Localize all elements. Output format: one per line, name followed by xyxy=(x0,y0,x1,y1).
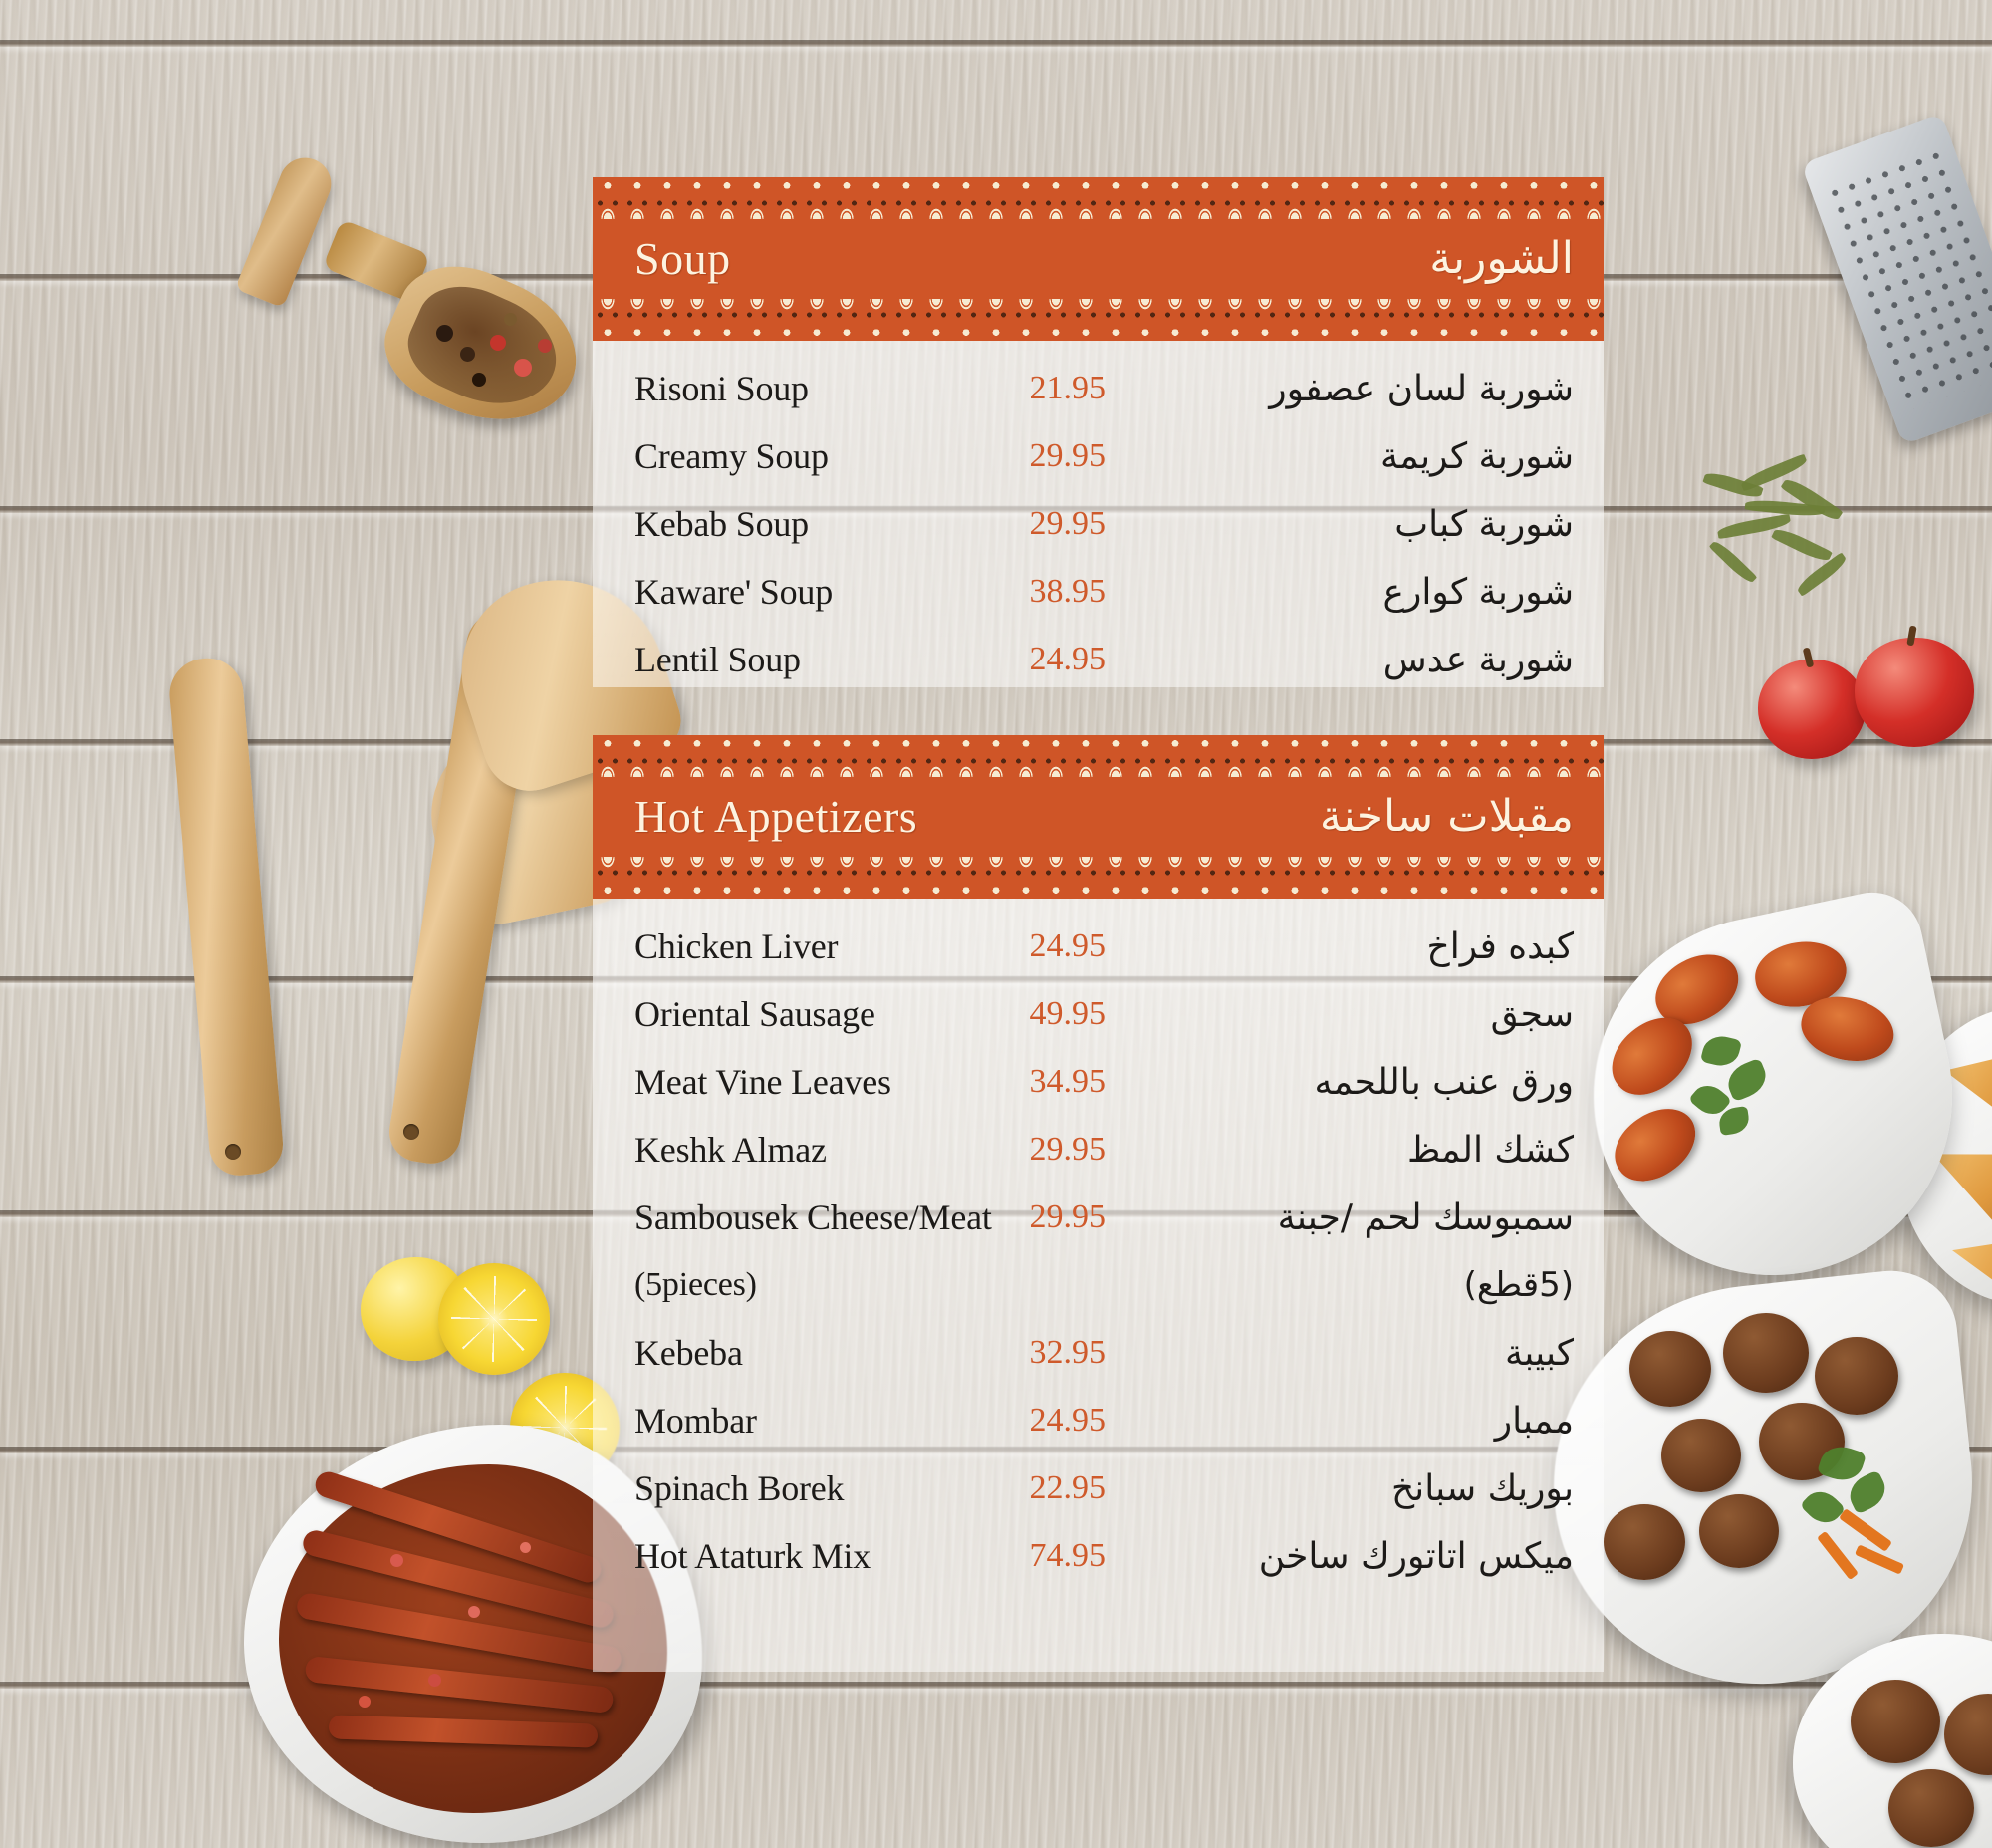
item-name-en: Keshk Almaz xyxy=(634,1130,827,1170)
section-header-hot-appetizers: Hot Appetizers مقبلات ساخنة xyxy=(593,777,1604,857)
dried-herbs-icon xyxy=(1693,453,1882,618)
item-name-en: Kebab Soup xyxy=(634,504,809,544)
list-item[interactable]: Keshk Almaz 29.95 كشك المظ xyxy=(634,1116,1574,1184)
item-price: 24.95 xyxy=(1029,927,1107,964)
section-title-ar: الشوربة xyxy=(1429,233,1574,284)
list-item[interactable]: Lentil Soup 24.95 شوربة عدس xyxy=(634,626,1574,693)
item-price: 22.95 xyxy=(1029,1469,1107,1506)
item-price: 29.95 xyxy=(1029,505,1107,542)
item-name-ar: كبيبة xyxy=(1504,1332,1574,1374)
section-header-soup: Soup الشوربة xyxy=(593,219,1604,299)
item-name-en: Chicken Liver xyxy=(634,926,839,966)
ornament-border-bottom xyxy=(593,857,1604,899)
item-price: 49.95 xyxy=(1029,995,1107,1032)
item-name-ar: (5قطع) xyxy=(1463,1265,1574,1305)
list-item[interactable]: Creamy Soup 29.95 شوربة كريمة xyxy=(634,422,1574,490)
item-price: 74.95 xyxy=(1029,1537,1107,1574)
list-item[interactable]: Sambousek Cheese/Meat 29.95 سمبوسك لحم /… xyxy=(634,1184,1574,1251)
item-name-ar: ميكس اتاتورك ساخن xyxy=(1258,1535,1574,1577)
item-name-ar: كبده فراخ xyxy=(1426,925,1574,967)
list-item[interactable]: Mombar 24.95 ممبار xyxy=(634,1387,1574,1454)
item-name-en: Sambousek Cheese/Meat xyxy=(634,1197,992,1237)
item-price: 24.95 xyxy=(1029,641,1107,677)
hot-appetizers-items-list: Chicken Liver 24.95 كبده فراخ Oriental S… xyxy=(593,899,1604,1600)
item-price: 32.95 xyxy=(1029,1334,1107,1371)
section-title-en: Hot Appetizers xyxy=(634,791,918,842)
item-name-ar: بوريك سبانخ xyxy=(1390,1467,1574,1509)
item-name-ar: ممبار xyxy=(1494,1400,1574,1442)
item-name-en: Spinach Borek xyxy=(634,1468,845,1508)
list-item[interactable]: Chicken Liver 24.95 كبده فراخ xyxy=(634,913,1574,980)
item-name-en: Kebeba xyxy=(634,1333,743,1373)
soup-items-list: Risoni Soup 21.95 شوربة لسان عصفور Cream… xyxy=(593,341,1604,703)
menu-section-soup: Soup الشوربة Risoni Soup 21.95 شوربة لسا… xyxy=(593,177,1604,687)
list-item[interactable]: Risoni Soup 21.95 شوربة لسان عصفور xyxy=(634,355,1574,422)
item-name-ar: كشك المظ xyxy=(1407,1129,1574,1171)
ornament-border-top xyxy=(593,735,1604,777)
section-title-ar: مقبلات ساخنة xyxy=(1319,791,1574,842)
item-name-ar: ورق عنب باللحمه xyxy=(1314,1061,1574,1103)
item-name-en: Meat Vine Leaves xyxy=(634,1062,891,1102)
list-item-sublabel: (5pieces) (5قطع) xyxy=(634,1251,1574,1319)
item-price: 29.95 xyxy=(1029,1198,1107,1235)
item-name-en: Oriental Sausage xyxy=(634,994,875,1034)
list-item[interactable]: Kebeba 32.95 كبيبة xyxy=(634,1319,1574,1387)
list-item[interactable]: Oriental Sausage 49.95 سجق xyxy=(634,980,1574,1048)
list-item[interactable]: Kebab Soup 29.95 شوربة كباب xyxy=(634,490,1574,558)
item-name-ar: شوربة كوارع xyxy=(1382,571,1574,613)
item-name-en: Kaware' Soup xyxy=(634,572,834,612)
ornament-border-bottom xyxy=(593,299,1604,341)
section-title-en: Soup xyxy=(634,233,731,284)
item-name-ar: سجق xyxy=(1490,993,1574,1035)
menu-section-hot-appetizers: Hot Appetizers مقبلات ساخنة Chicken Live… xyxy=(593,735,1604,1672)
item-name-en: (5pieces) xyxy=(634,1266,757,1303)
item-name-ar: شوربة عدس xyxy=(1382,639,1574,680)
item-name-ar: شوربة كريمة xyxy=(1379,435,1574,477)
item-name-en: Creamy Soup xyxy=(634,436,829,476)
item-name-en: Lentil Soup xyxy=(634,640,801,679)
ornament-border-top xyxy=(593,177,1604,219)
item-name-ar: شوربة لسان عصفور xyxy=(1269,368,1574,409)
list-item[interactable]: Spinach Borek 22.95 بوريك سبانخ xyxy=(634,1454,1574,1522)
item-name-en: Risoni Soup xyxy=(634,369,809,408)
item-name-ar: شوربة كباب xyxy=(1394,503,1574,545)
item-name-en: Hot Ataturk Mix xyxy=(634,1536,871,1576)
list-item[interactable]: Hot Ataturk Mix 74.95 ميكس اتاتورك ساخن xyxy=(634,1522,1574,1590)
item-price: 24.95 xyxy=(1029,1402,1107,1439)
item-price: 29.95 xyxy=(1029,437,1107,474)
item-price: 21.95 xyxy=(1029,370,1107,406)
item-price: 29.95 xyxy=(1029,1131,1107,1168)
item-name-en: Mombar xyxy=(634,1401,757,1441)
item-price: 34.95 xyxy=(1029,1063,1107,1100)
item-price: 38.95 xyxy=(1029,573,1107,610)
item-name-ar: سمبوسك لحم /جبنة xyxy=(1277,1196,1574,1238)
list-item[interactable]: Kaware' Soup 38.95 شوربة كوارع xyxy=(634,558,1574,626)
list-item[interactable]: Meat Vine Leaves 34.95 ورق عنب باللحمه xyxy=(634,1048,1574,1116)
